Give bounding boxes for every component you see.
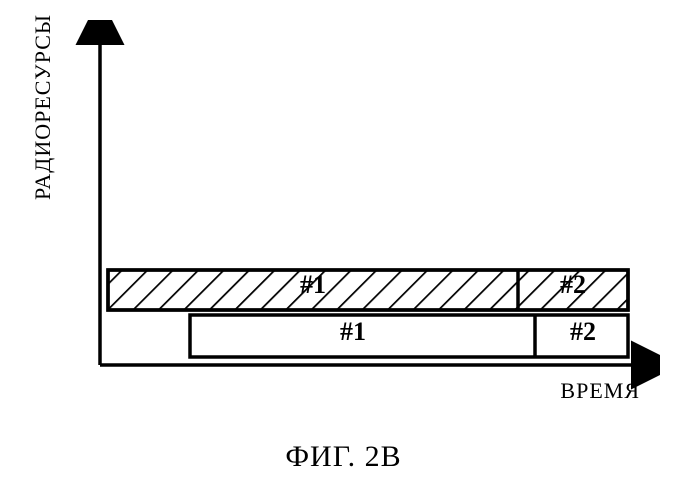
plain-bar bbox=[190, 315, 628, 357]
plain-bar-label-1: #1 bbox=[340, 317, 366, 347]
figure-caption: ФИГ. 2B bbox=[0, 440, 687, 474]
hatched-bar-label-2: #2 bbox=[560, 270, 586, 300]
hatched-bar-fill bbox=[108, 270, 628, 310]
x-axis-label: ВРЕМЯ bbox=[560, 378, 640, 404]
hatched-bar-label-1: #1 bbox=[300, 270, 326, 300]
y-axis-label: РАДИОРЕСУРСЫ bbox=[30, 14, 56, 200]
plain-bar-label-2: #2 bbox=[570, 317, 596, 347]
resource-time-diagram: #1 #2 #1 #2 РАДИОРЕСУРСЫ ВРЕМЯ bbox=[40, 20, 660, 400]
